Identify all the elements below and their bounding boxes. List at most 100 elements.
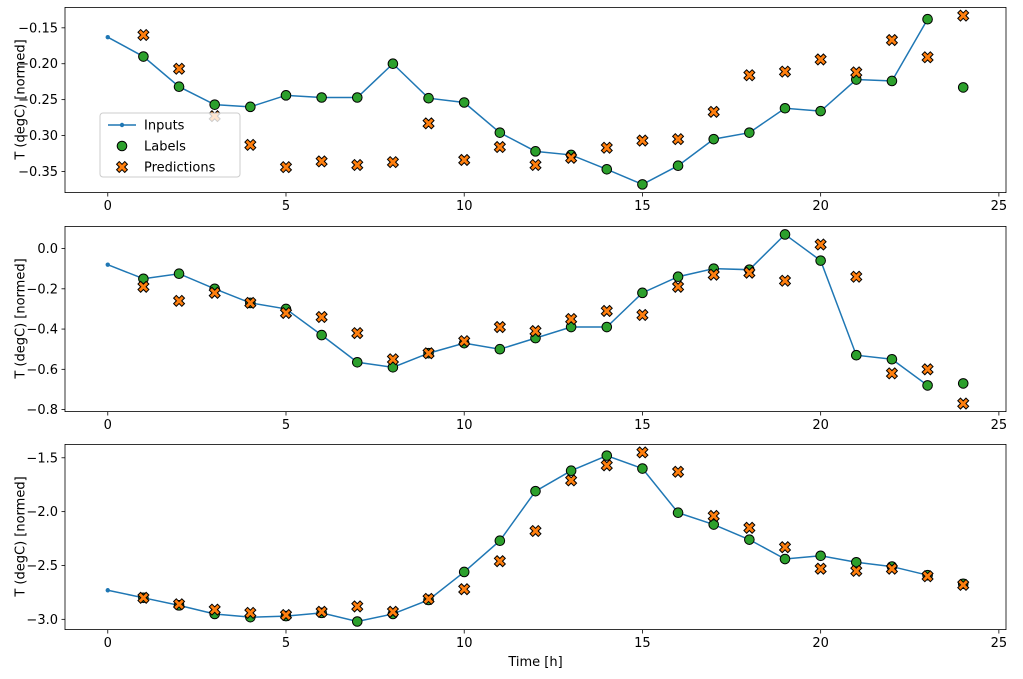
predictions-point — [600, 304, 613, 318]
predictions-point — [422, 592, 435, 606]
predictions-point — [850, 564, 863, 578]
predictions-point — [351, 158, 364, 172]
predictions-point — [493, 140, 507, 154]
predictions-point — [707, 509, 720, 523]
predictions-point — [422, 347, 435, 360]
predictions-point — [172, 62, 186, 75]
predictions-point — [529, 324, 542, 338]
predictions-point — [707, 105, 720, 118]
x-tick-label: 5 — [282, 418, 290, 433]
predictions-point — [137, 280, 150, 293]
predictions-point — [458, 334, 471, 348]
labels-point — [351, 92, 363, 103]
x-tick-label: 5 — [282, 199, 290, 214]
labels-point — [637, 463, 648, 474]
y-tick-label: −3.0 — [26, 613, 58, 628]
predictions-point — [208, 286, 221, 299]
predictions-point — [850, 270, 863, 283]
y-tick-label: −0.4 — [26, 323, 58, 338]
labels-point — [708, 133, 720, 145]
x-tick-label: 25 — [991, 199, 1008, 214]
labels-point — [672, 271, 684, 283]
y-tick-label: −0.30 — [18, 129, 58, 144]
labels-point — [886, 75, 898, 87]
subplot-3-canvas: 0 5 10 15 20 25 −1.5 −2.0 −2.5 −3.0 — [26, 444, 1008, 651]
inputs-point — [105, 34, 110, 40]
x-tick-label: 20 — [812, 418, 829, 433]
labels-point — [280, 90, 292, 101]
subplot-2: 0 5 10 15 20 25 0.0 −0.2 −0.4 −0.6 −0.8 — [0, 226, 1023, 444]
x-tick-label: 10 — [456, 418, 473, 433]
subplot-3: 0 5 10 15 20 25 −1.5 −2.0 −2.5 −3.0 — [0, 444, 1023, 679]
y-tick-label: −0.25 — [18, 93, 58, 108]
predictions-point — [386, 605, 400, 618]
legend-box — [99, 112, 241, 178]
predictions-point — [671, 132, 685, 146]
predictions-point — [885, 33, 899, 47]
x-tick-label: 25 — [991, 418, 1008, 433]
labels-point — [886, 353, 898, 365]
labels-point — [744, 534, 755, 545]
predictions-point — [279, 306, 293, 320]
inputs-line — [107, 454, 928, 623]
x-tick-label: 20 — [812, 199, 829, 214]
labels-point — [209, 99, 220, 110]
legend-label: Inputs — [144, 119, 185, 134]
labels-point — [494, 127, 506, 138]
labels-point — [138, 51, 149, 62]
predictions-point — [564, 474, 578, 487]
predictions-point — [529, 524, 542, 538]
x-tick-label: 0 — [104, 199, 112, 214]
y-tick-label: −0.20 — [18, 57, 58, 72]
labels-point — [779, 553, 791, 565]
y-tick-label: −0.8 — [26, 403, 58, 418]
x-tick-label: 15 — [634, 636, 651, 651]
labels-point — [530, 485, 541, 497]
labels-point — [494, 343, 506, 355]
labels-point — [957, 82, 969, 93]
predictions-point — [850, 66, 863, 79]
x-tick-label: 20 — [812, 636, 829, 651]
x-tick-label: 15 — [634, 199, 651, 214]
predictions-point — [814, 238, 827, 251]
predictions-point — [921, 51, 934, 64]
predictions-point — [814, 562, 827, 575]
plot-frame — [64, 226, 1007, 412]
predictions-point — [885, 562, 899, 575]
predictions-point — [671, 280, 685, 293]
predictions-point — [743, 521, 756, 534]
inputs-point — [105, 262, 110, 267]
labels-point — [423, 92, 434, 104]
predictions-point — [137, 28, 150, 42]
labels-point — [173, 268, 185, 280]
labels-point — [815, 105, 826, 117]
inputs-line — [107, 233, 929, 387]
predictions-point — [208, 603, 221, 616]
labels-point — [672, 507, 684, 519]
predictions-point — [529, 158, 542, 172]
legend-predictions-sample — [115, 160, 129, 174]
labels-point — [672, 160, 684, 172]
predictions-point — [244, 606, 257, 620]
labels-point — [351, 356, 363, 368]
predictions-point — [921, 570, 934, 583]
predictions-point — [778, 274, 792, 287]
predictions-point — [600, 141, 613, 154]
x-tick-label: 0 — [104, 418, 112, 433]
labels-point — [851, 349, 862, 361]
predictions-point — [564, 151, 578, 164]
labels-point — [387, 58, 399, 70]
x-axis-label: Time [h] — [508, 655, 563, 670]
labels-point — [245, 101, 256, 113]
labels-point — [601, 321, 613, 333]
y-tick-label: −0.2 — [26, 282, 58, 297]
x-tick-label: 5 — [282, 636, 290, 651]
legend-labels-sample — [116, 140, 128, 152]
labels-point — [316, 92, 327, 103]
predictions-point — [493, 555, 507, 568]
predictions-point — [244, 296, 257, 310]
predictions-point — [458, 153, 471, 167]
x-tick-label: 25 — [991, 636, 1008, 651]
predictions-point — [957, 578, 970, 592]
